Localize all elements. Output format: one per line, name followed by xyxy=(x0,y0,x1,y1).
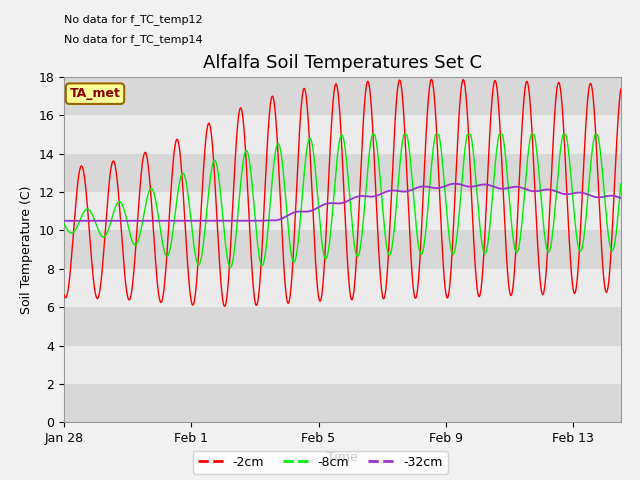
Bar xyxy=(64,192,621,230)
Text: TA_met: TA_met xyxy=(70,87,120,100)
Bar xyxy=(64,154,621,192)
Bar xyxy=(64,77,621,115)
Text: No data for f_TC_temp14: No data for f_TC_temp14 xyxy=(64,34,203,45)
Bar xyxy=(64,230,621,269)
X-axis label: Time: Time xyxy=(327,451,358,464)
Text: No data for f_TC_temp12: No data for f_TC_temp12 xyxy=(64,14,203,25)
Title: Alfalfa Soil Temperatures Set C: Alfalfa Soil Temperatures Set C xyxy=(203,54,482,72)
Bar xyxy=(64,346,621,384)
Bar xyxy=(64,384,621,422)
Bar xyxy=(64,307,621,346)
Legend: -2cm, -8cm, -32cm: -2cm, -8cm, -32cm xyxy=(193,451,447,474)
Bar xyxy=(64,115,621,154)
Bar xyxy=(64,269,621,307)
Y-axis label: Soil Temperature (C): Soil Temperature (C) xyxy=(20,185,33,314)
